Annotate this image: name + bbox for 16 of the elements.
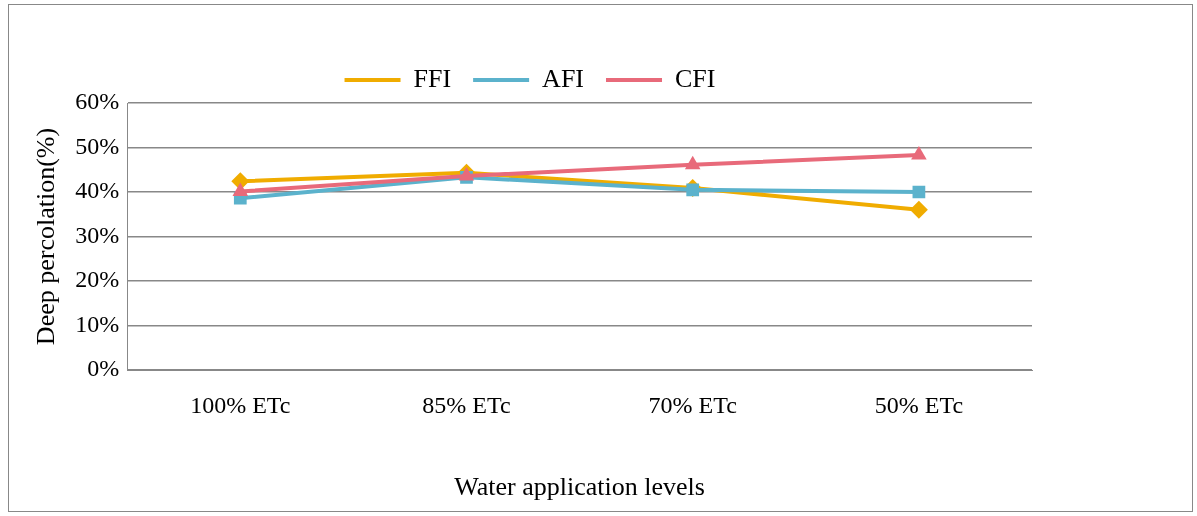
x-tick-label: 85% ETc [422, 391, 511, 418]
x-axis-title: Water application levels [454, 472, 705, 502]
y-tick-label: 50% [75, 132, 120, 159]
legend-label: AFI [542, 63, 585, 93]
y-tick-label: 30% [75, 221, 120, 248]
x-tick-label: 70% ETc [648, 391, 737, 418]
x-tick-label: 100% ETc [190, 391, 291, 418]
y-tick-label: 10% [75, 310, 120, 337]
y-tick-label: 20% [75, 266, 120, 293]
y-tick-label: 40% [75, 177, 120, 204]
y-tick-label: 60% [75, 88, 120, 115]
legend-label: CFI [675, 63, 716, 93]
y-axis-title: Deep percolation(%) [31, 127, 61, 346]
legend-label: FFI [413, 63, 452, 93]
x-tick-label: 50% ETc [874, 391, 964, 418]
y-tick-label: 0% [87, 355, 120, 382]
